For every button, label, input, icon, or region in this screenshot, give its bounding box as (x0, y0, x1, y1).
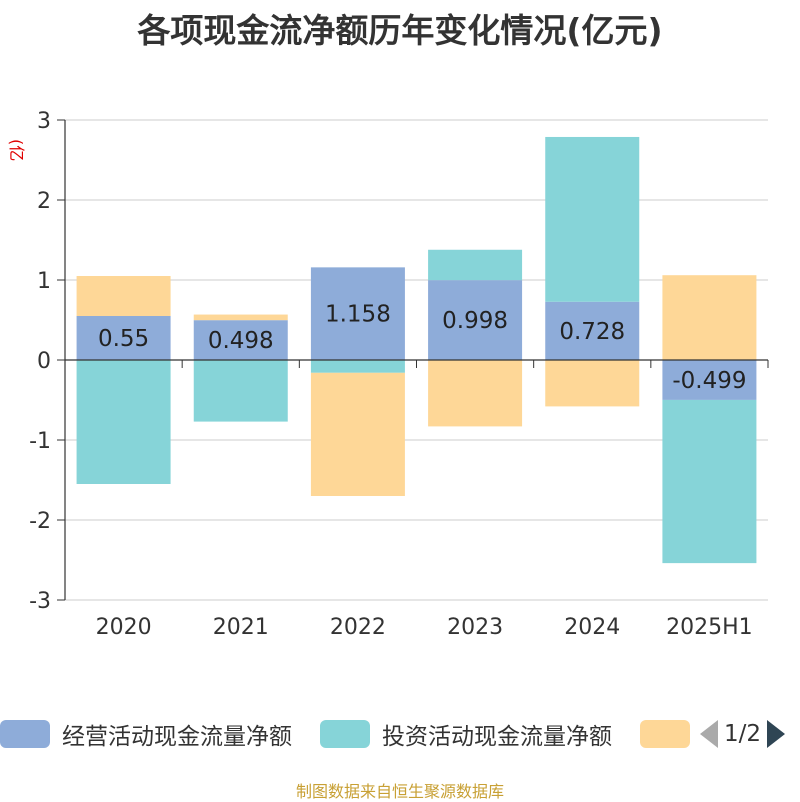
y-tick-label: 0 (37, 349, 51, 374)
bar-2022-series-1 (310, 360, 405, 373)
bar-2022-series-0 (310, 267, 405, 360)
bar-2025H1-series-0 (662, 360, 757, 400)
data-label: 0.728 (559, 319, 625, 345)
bar-2020-series-2 (76, 276, 171, 316)
x-tick-label: 2021 (213, 615, 269, 640)
bars (76, 136, 757, 564)
bar-2021-series-2 (193, 314, 288, 321)
bar-2020-series-0 (76, 316, 171, 360)
x-tick-label: 2022 (330, 615, 386, 640)
bar-2024-series-2 (545, 360, 640, 407)
data-label: 0.55 (98, 326, 149, 352)
legend-label-investing: 投资活动现金流量净额 (382, 724, 612, 750)
bar-2025H1-series-1 (662, 399, 757, 564)
legend-label-operating: 经营活动现金流量净额 (62, 724, 292, 750)
bar-2024-series-1 (545, 136, 640, 302)
legend-item-operating[interactable]: 经营活动现金流量净额 (0, 716, 292, 752)
data-labels: 0.55 0.498 1.158 0.998 0.728 -0.499 (98, 302, 747, 394)
y-tick-label: -1 (29, 429, 51, 454)
x-tick-label: 2023 (447, 615, 503, 640)
legend-page-indicator: 1/2 (724, 721, 762, 747)
axes: 3 2 1 0 -1 -2 -3 2020 2021 2022 2023 2024 2025H1 (29, 109, 769, 640)
data-label: 0.498 (208, 328, 274, 354)
x-tick-label: 2020 (96, 615, 152, 640)
legend-item-investing[interactable]: 投资活动现金流量净额 (320, 716, 612, 752)
data-source-note: 制图数据来自恒生聚源数据库 (295, 782, 504, 801)
legend-pager: 1/2 (700, 716, 786, 752)
y-tick-label: -3 (29, 589, 51, 614)
y-tick-label: 2 (37, 189, 51, 214)
bar-2020-series-1 (76, 360, 171, 484)
x-tick-label: 2025H1 (666, 615, 753, 640)
y-tick-label: -2 (29, 509, 51, 534)
chart-title: 各项现金流净额历年变化情况(亿元) (137, 11, 663, 50)
data-label: 1.158 (325, 302, 391, 328)
bar-2021-series-0 (193, 320, 288, 360)
bar-2023-series-2 (428, 360, 523, 427)
bar-2023-series-0 (428, 280, 523, 360)
previous-page-arrow-icon[interactable] (700, 720, 718, 748)
bar-2025H1-series-2 (662, 275, 757, 360)
y-tick-label: 3 (37, 109, 51, 134)
bar-2024-series-0 (545, 301, 640, 360)
x-tick-label: 2024 (564, 615, 620, 640)
legend-swatch-financing (640, 720, 690, 748)
legend-item-financing[interactable] (640, 716, 690, 752)
grid-lines (65, 119, 768, 601)
legend-swatch-investing (320, 720, 370, 748)
bar-2021-series-1 (193, 360, 288, 422)
bar-2023-series-1 (428, 249, 523, 281)
legend-swatch-operating (0, 720, 50, 748)
next-page-arrow-icon[interactable] (767, 720, 786, 748)
legend: 经营活动现金流量净额 投资活动现金流量净额 1/2 (0, 716, 800, 756)
data-label: 0.998 (442, 308, 508, 334)
y-tick-label: 1 (37, 269, 51, 294)
bar-2022-series-2 (310, 372, 405, 496)
data-label: -0.499 (672, 368, 746, 394)
